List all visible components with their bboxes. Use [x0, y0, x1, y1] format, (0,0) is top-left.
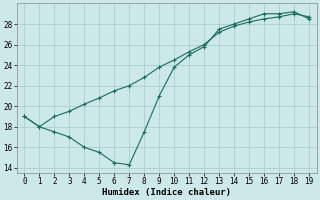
X-axis label: Humidex (Indice chaleur): Humidex (Indice chaleur) [102, 188, 231, 197]
